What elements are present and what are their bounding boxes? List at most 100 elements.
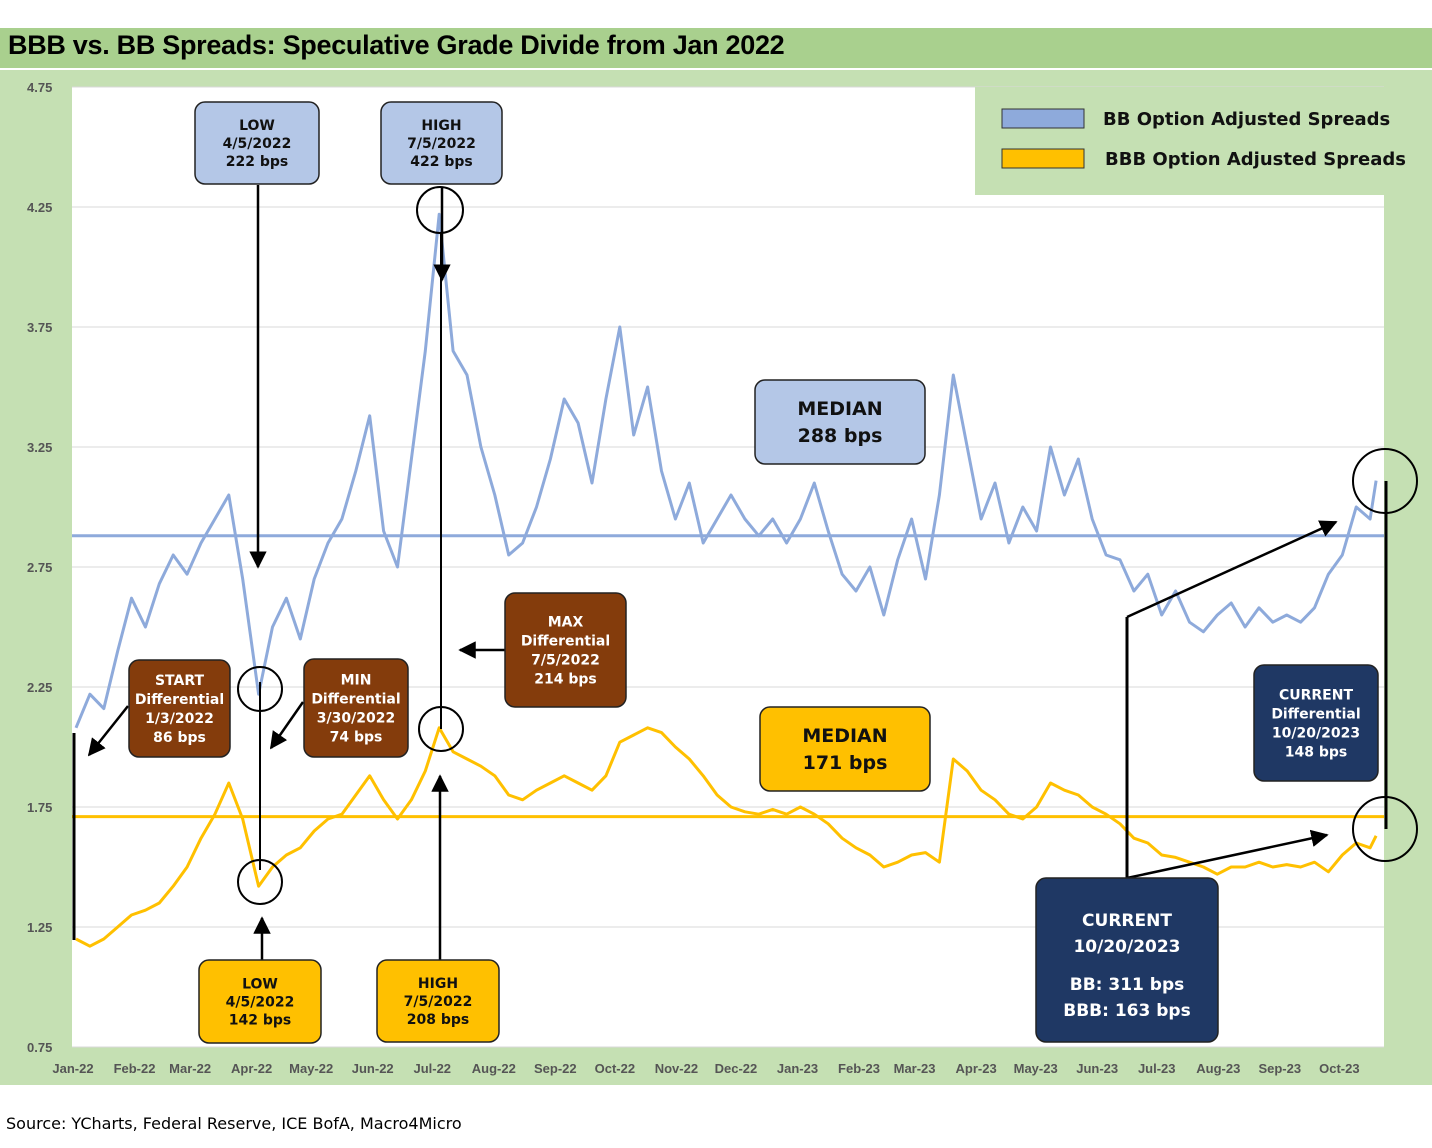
min-diff-arrow: [269, 701, 305, 750]
bbb-high-line: 7/5/2022: [404, 994, 473, 1010]
current-diff-line: Differential: [1271, 706, 1360, 722]
min-diff-line: MIN: [341, 672, 372, 688]
y-tick-label: 0.75: [27, 1040, 52, 1055]
max-diff-line: 7/5/2022: [531, 652, 600, 668]
current-line: BBB: 163 bps: [1063, 1001, 1190, 1021]
max-diff-box: [504, 592, 627, 708]
x-tick-label: Sep-23: [1258, 1061, 1301, 1076]
y-tick-label: 3.25: [27, 440, 52, 455]
y-tick-label: 3.75: [27, 320, 52, 335]
x-tick-label: Apr-23: [956, 1061, 997, 1076]
current-diff-box: [1253, 664, 1379, 782]
x-tick-label: May-22: [289, 1061, 333, 1076]
y-tick-label: 4.25: [27, 200, 52, 215]
x-tick-label: Mar-22: [169, 1061, 211, 1076]
current-bbb-arrow: [1126, 829, 1329, 880]
title-bar: [0, 28, 1432, 68]
bb-median-annotation: MEDIAN 288 bps: [754, 379, 926, 465]
x-tick-label: Oct-23: [1319, 1061, 1359, 1076]
current-line: CURRENT: [1082, 911, 1172, 931]
current-diff-line: 10/20/2023: [1272, 725, 1360, 741]
x-tick-label: Oct-22: [595, 1061, 635, 1076]
x-tick-label: Jun-23: [1076, 1061, 1118, 1076]
bbb-high-line: 208 bps: [407, 1012, 469, 1028]
min-diff-line: 3/30/2022: [317, 710, 395, 726]
current-diff-annotation: CURRENT Differential 10/20/2023 148 bps: [1253, 664, 1379, 782]
bbb-low-line: LOW: [242, 976, 278, 992]
bb-median-line: 288 bps: [798, 425, 883, 447]
x-tick-label: May-23: [1014, 1061, 1058, 1076]
spread-chart: 0.75 1.25 1.75 2.25 2.75 3.25 3.75 4.25 4.75 Jan-…: [27, 80, 1418, 1076]
bb-low-line: 222 bps: [226, 154, 288, 170]
x-tick-label: Aug-23: [1196, 1061, 1240, 1076]
x-tick-label: Jan-23: [777, 1061, 818, 1076]
source-note: Source: YCharts, Federal Reserve, ICE Bo…: [6, 1114, 462, 1133]
current-annotation: CURRENT 10/20/2023 BB: 311 bps BBB: 163 bps: [1035, 877, 1219, 1043]
x-tick-label: Mar-23: [894, 1061, 936, 1076]
x-tick-label: Jan-22: [52, 1061, 93, 1076]
y-tick-label: 1.25: [27, 920, 52, 935]
x-tick-label: Feb-22: [114, 1061, 156, 1076]
legend-label-bb: BB Option Adjusted Spreads: [1103, 109, 1390, 130]
start-diff-annotation: START Differential 1/3/2022 86 bps: [128, 659, 231, 758]
x-tick-label: Jun-22: [352, 1061, 394, 1076]
min-diff-line: Differential: [311, 691, 400, 707]
x-tick-label: Aug-22: [472, 1061, 516, 1076]
bb-high-line: HIGH: [421, 118, 461, 134]
bbb-median-line: 171 bps: [803, 752, 888, 774]
y-tick-label: 2.25: [27, 680, 52, 695]
start-diff-line: 86 bps: [153, 730, 206, 746]
current-line: 10/20/2023: [1073, 937, 1180, 957]
max-diff-line: MAX: [548, 614, 584, 630]
current-box: [1035, 877, 1219, 1043]
x-tick-label: Jul-22: [413, 1061, 451, 1076]
min-diff-line: 74 bps: [330, 729, 383, 745]
max-diff-line: 214 bps: [534, 671, 596, 687]
y-tick-label: 1.75: [27, 800, 52, 815]
chart-panel: 0.75 1.25 1.75 2.25 2.75 3.25 3.75 4.25 4.75 Jan-…: [0, 70, 1432, 1085]
bb-high-annotation: HIGH 7/5/2022 422 bps: [380, 101, 503, 185]
start-diff-arrow: [87, 705, 129, 757]
x-tick-label: Dec-22: [715, 1061, 758, 1076]
bbb-low-box: [198, 959, 322, 1044]
current-diff-line: CURRENT: [1279, 687, 1353, 703]
start-diff-line: 1/3/2022: [145, 711, 214, 727]
legend-swatch-bbb: [1001, 148, 1085, 169]
bb-low-line: 4/5/2022: [223, 136, 292, 152]
bb-low-box: [194, 101, 320, 185]
bb-low-annotation: LOW 4/5/2022 222 bps: [194, 101, 320, 185]
max-diff-annotation: MAX Differential 7/5/2022 214 bps: [504, 592, 627, 708]
bbb-median-line: MEDIAN: [802, 725, 887, 747]
legend-swatch-bb: [1001, 108, 1085, 129]
bb-high-line: 422 bps: [410, 154, 472, 170]
y-tick-label: 2.75: [27, 560, 52, 575]
bbb-high-line: HIGH: [418, 976, 458, 992]
x-tick-label: Jul-23: [1138, 1061, 1176, 1076]
bbb-median-annotation: MEDIAN 171 bps: [759, 706, 931, 792]
bb-median-box: [754, 379, 926, 465]
y-tick-label: 4.75: [27, 80, 52, 95]
max-diff-line: Differential: [521, 633, 610, 649]
min-diff-annotation: MIN Differential 3/30/2022 74 bps: [303, 658, 409, 758]
chart-title: BBB vs. BB Spreads: Speculative Grade Di…: [8, 30, 785, 60]
x-tick-label: Sep-22: [534, 1061, 577, 1076]
current-line: BB: 311 bps: [1070, 975, 1185, 995]
bbb-low-line: 142 bps: [229, 1012, 291, 1028]
current-diff-line: 148 bps: [1285, 744, 1347, 760]
bb-series-line: [74, 212, 1378, 729]
bbb-median-box: [759, 706, 931, 792]
start-diff-line: Differential: [135, 692, 224, 708]
bb-low-line: LOW: [239, 118, 275, 134]
bb-high-box: [380, 101, 503, 185]
bbb-high-annotation: HIGH 7/5/2022 208 bps: [376, 959, 500, 1043]
legend-box: [975, 87, 1385, 195]
bbb-high-box: [376, 959, 500, 1043]
x-tick-label: Feb-23: [838, 1061, 880, 1076]
start-diff-box: [128, 659, 231, 758]
bbb-low-line: 4/5/2022: [226, 994, 295, 1010]
legend-label-bbb: BBB Option Adjusted Spreads: [1105, 149, 1406, 170]
bbb-series-line: [75, 726, 1378, 948]
x-tick-label: Apr-22: [231, 1061, 272, 1076]
bb-high-line: 7/5/2022: [407, 136, 476, 152]
current-bb-arrow: [1126, 520, 1338, 619]
